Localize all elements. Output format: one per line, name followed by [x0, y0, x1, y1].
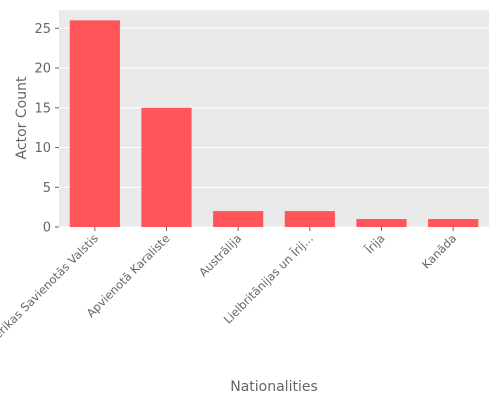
- y-tick-label: 10: [34, 141, 51, 156]
- bars: [69, 20, 479, 228]
- bar: [141, 107, 192, 227]
- bar: [356, 219, 407, 227]
- grid-lines: [59, 27, 489, 228]
- y-axis-ticks: 0 5 10 15 20 25: [34, 22, 59, 236]
- x-tick-label: Kanāda: [419, 231, 459, 271]
- x-tick-label: Austrālija: [196, 231, 244, 279]
- plot-background: [59, 10, 489, 227]
- y-tick-label: 25: [34, 22, 51, 37]
- bar: [69, 20, 120, 228]
- bar: [284, 211, 335, 227]
- y-tick-label: 5: [43, 181, 51, 196]
- x-tick-label: Amerikas Savienotās Valstis: [0, 231, 101, 355]
- y-tick-label: 0: [43, 221, 51, 236]
- bar: [213, 211, 264, 227]
- bar: [428, 219, 479, 227]
- y-tick-label: 15: [34, 101, 51, 116]
- y-axis-title: Actor Count: [14, 76, 30, 159]
- x-axis-title: Nationalities: [230, 379, 318, 395]
- y-tick-label: 20: [34, 62, 51, 77]
- x-tick-label: Īrija: [362, 231, 387, 256]
